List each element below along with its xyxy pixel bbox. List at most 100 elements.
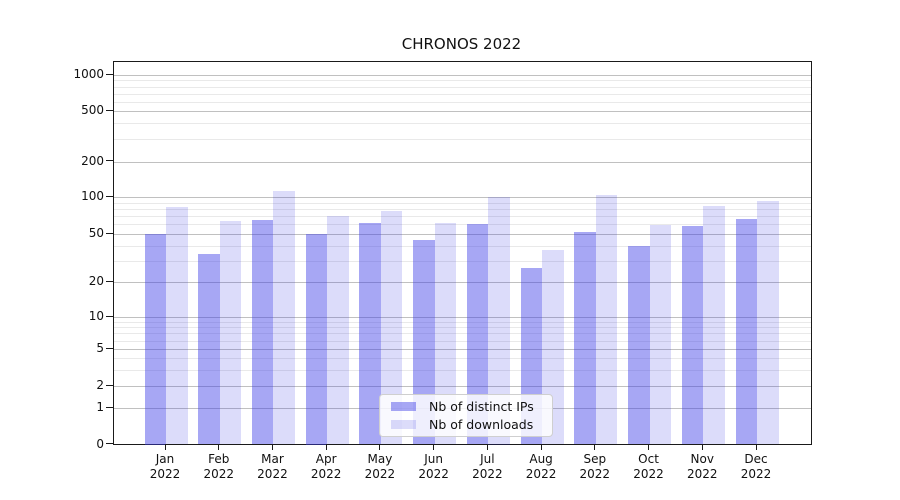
major-gridline-1000 [114, 75, 811, 76]
legend-swatch-downloads-icon [391, 419, 416, 429]
minor-gridline-40 [114, 245, 811, 247]
y-tick-label-10: 10 [88, 309, 104, 323]
x-tick-mark [486, 443, 488, 450]
minor-gridline-30 [114, 260, 811, 262]
bar-downloads-jul [488, 197, 510, 445]
y-tick-mark [106, 347, 113, 349]
bar-distinct-ips-nov [681, 226, 704, 445]
x-tick-mark [648, 443, 650, 450]
y-tick-mark [106, 443, 113, 444]
bar-distinct-ips-mar [251, 219, 274, 445]
y-tick-label-0: 0 [96, 436, 104, 451]
x-tick-label-nov: Nov 2022 [686, 452, 718, 481]
y-tick-label-2: 2 [96, 378, 104, 392]
minor-gridline-300 [114, 139, 811, 141]
bar-downloads-mar [273, 190, 295, 445]
x-tick-label-jul: Jul 2022 [472, 452, 503, 481]
minor-gridline-700 [114, 93, 811, 95]
bar-downloads-sep [595, 195, 618, 445]
x-tick-label-jan: Jan 2022 [149, 452, 181, 481]
x-tick-mark [755, 443, 757, 450]
major-gridline-500 [114, 111, 811, 112]
y-tick-label-100: 100 [81, 189, 104, 203]
legend-item-distinct-ips: Nb of distinct IPs [386, 399, 546, 414]
bar-downloads-may [380, 210, 403, 445]
x-tick-label-feb: Feb 2022 [203, 452, 234, 481]
x-tick-mark [701, 443, 703, 450]
y-tick-mark [106, 232, 113, 234]
minor-gridline-600 [114, 101, 811, 103]
major-gridline-2 [114, 386, 811, 387]
minor-gridline-400 [114, 123, 811, 125]
minor-gridline-70 [114, 216, 811, 218]
x-tick-label-mar: Mar 2022 [257, 452, 288, 481]
x-tick-label-jun: Jun 2022 [418, 452, 449, 481]
y-tick-mark [106, 406, 113, 408]
bar-distinct-ips-jul [466, 224, 489, 445]
bar-downloads-nov [703, 205, 725, 445]
x-tick-label-sep: Sep 2022 [579, 452, 611, 481]
bar-distinct-ips-apr [305, 234, 328, 445]
legend: Nb of distinct IPs Nb of downloads [379, 394, 553, 437]
minor-gridline-3 [114, 369, 811, 371]
y-tick-label-5: 5 [96, 341, 104, 355]
bar-distinct-ips-feb [198, 254, 220, 445]
y-tick-mark [106, 384, 113, 386]
legend-swatch-distinct-ips-icon [391, 402, 416, 412]
y-tick-mark [106, 73, 113, 75]
y-tick-label-20: 20 [88, 274, 104, 288]
x-tick-label-dec: Dec 2022 [740, 452, 772, 481]
bar-downloads-jan [166, 206, 188, 445]
y-tick-label-50: 50 [88, 226, 104, 240]
chart-title: CHRONOS 2022 [401, 35, 522, 53]
minor-gridline-4 [114, 358, 811, 359]
major-gridline-5 [114, 349, 811, 350]
major-gridline-20 [114, 282, 811, 283]
y-tick-label-200: 200 [81, 153, 104, 168]
x-tick-mark [540, 443, 542, 450]
bar-downloads-dec [757, 201, 779, 445]
bar-distinct-ips-jan [144, 234, 166, 445]
y-tick-label-500: 500 [81, 103, 104, 117]
y-tick-label-1000: 1000 [73, 67, 104, 81]
major-gridline-10 [114, 317, 811, 318]
y-tick-mark [106, 280, 113, 282]
legend-label-distinct-ips: Nb of distinct IPs [429, 399, 534, 415]
minor-gridline-90 [114, 202, 811, 204]
x-tick-mark [325, 443, 327, 450]
x-tick-mark [433, 443, 435, 450]
minor-gridline-8 [114, 327, 811, 329]
x-tick-label-apr: Apr 2022 [310, 452, 342, 481]
x-tick-mark [164, 443, 166, 450]
x-tick-label-aug: Aug 2022 [525, 452, 557, 481]
bar-distinct-ips-may [359, 223, 381, 445]
x-tick-mark [379, 443, 381, 450]
x-tick-label-may: May 2022 [364, 452, 396, 481]
x-tick-mark [271, 443, 273, 450]
x-tick-label-oct: Oct 2022 [633, 452, 664, 481]
minor-gridline-6 [114, 340, 811, 342]
y-tick-label-1: 1 [96, 400, 104, 414]
bar-distinct-ips-jun [413, 239, 435, 445]
bar-downloads-feb [219, 220, 242, 445]
y-tick-mark [106, 195, 113, 197]
major-gridline-50 [114, 234, 811, 235]
bar-downloads-jun [434, 223, 457, 445]
bar-distinct-ips-sep [574, 231, 596, 445]
legend-item-downloads: Nb of downloads [386, 417, 546, 432]
major-gridline-200 [114, 161, 811, 163]
y-tick-mark [106, 160, 113, 161]
major-gridline-100 [114, 197, 811, 198]
minor-gridline-60 [114, 224, 811, 226]
minor-gridline-800 [114, 86, 811, 88]
minor-gridline-900 [114, 80, 811, 82]
plot-area [113, 61, 812, 445]
x-tick-mark [594, 443, 596, 450]
y-tick-mark [106, 315, 113, 317]
x-tick-mark [218, 443, 220, 450]
y-tick-mark [106, 109, 113, 111]
bar-distinct-ips-oct [628, 245, 650, 445]
legend-label-downloads: Nb of downloads [429, 416, 534, 432]
minor-gridline-80 [114, 208, 811, 210]
